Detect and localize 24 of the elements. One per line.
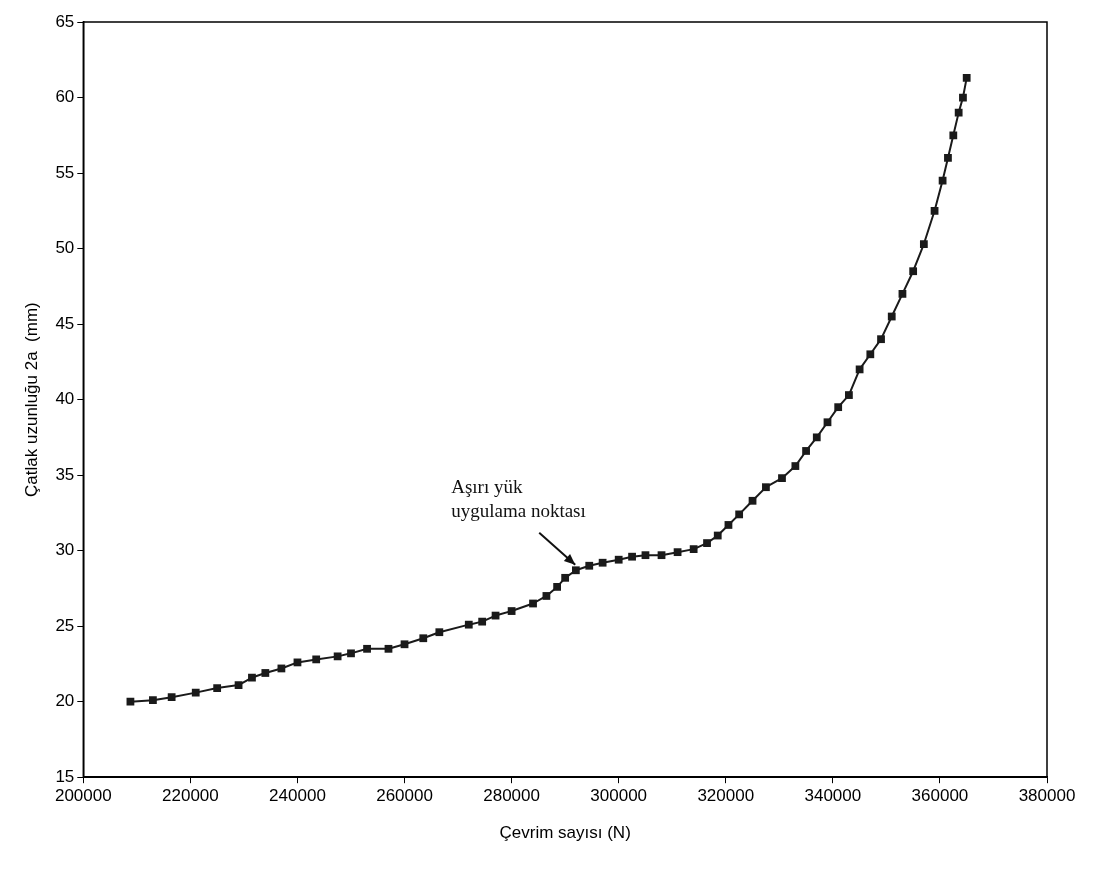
y-tick-label: 25 bbox=[55, 615, 75, 635]
x-tick-label: 220000 bbox=[162, 786, 219, 806]
y-tick-label: 65 bbox=[55, 11, 75, 31]
x-tick-label: 200000 bbox=[54, 786, 112, 806]
x-tick-label: 380000 bbox=[1018, 786, 1076, 806]
x-tick-label: 280000 bbox=[483, 786, 540, 806]
y-tick-label: 30 bbox=[55, 540, 75, 560]
y-tick-label: 15 bbox=[55, 766, 75, 786]
y-tick-label: 45 bbox=[55, 313, 75, 333]
annotation: Aşırı yük uygulama noktası bbox=[451, 476, 586, 522]
y-tick-label: 40 bbox=[55, 389, 75, 409]
x-tick-label: 360000 bbox=[911, 786, 969, 806]
y-tick-label: 60 bbox=[55, 87, 75, 107]
x-tick-label: 240000 bbox=[269, 786, 326, 806]
y-tick-label: 35 bbox=[55, 464, 75, 484]
x-tick-label: 320000 bbox=[697, 786, 755, 806]
x-tick-label: 260000 bbox=[376, 786, 433, 806]
x-axis-title: Çevrim sayısı (N) bbox=[499, 823, 631, 843]
y-tick-label: 55 bbox=[55, 162, 75, 182]
x-tick-label: 300000 bbox=[590, 786, 648, 806]
x-tick-label: 340000 bbox=[804, 786, 862, 806]
y-tick-label: 50 bbox=[55, 238, 75, 258]
y-axis-title: Çatlak uzunluğu 2a (mm) bbox=[21, 302, 41, 497]
y-tick-label: 20 bbox=[55, 691, 75, 711]
